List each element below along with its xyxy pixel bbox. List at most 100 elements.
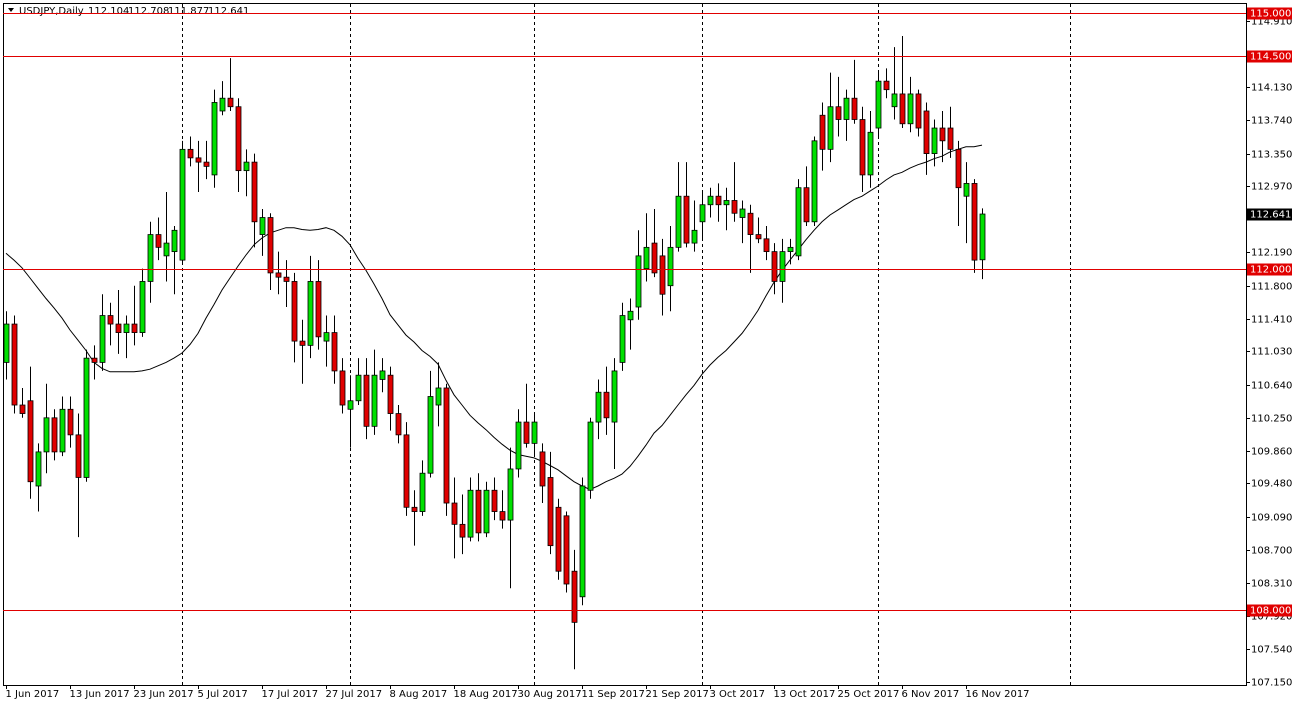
header-value: 112.104 (88, 6, 129, 17)
candle-body (603, 391, 610, 419)
candle-body (947, 127, 954, 150)
candle-body (563, 515, 570, 585)
candle-body (219, 97, 226, 112)
candle-body (531, 421, 538, 444)
x-tick-label: 27 Jul 2017 (326, 689, 383, 700)
x-tick-label: 21 Sep 2017 (646, 689, 709, 700)
candle-body (419, 472, 426, 512)
candle-body (243, 161, 250, 172)
candle-body (451, 502, 458, 525)
candle-body (411, 506, 418, 512)
level-label: 112.000 (1250, 265, 1291, 276)
y-tick-label: 109.480 (1251, 479, 1292, 490)
candle-body (891, 93, 898, 108)
menu-arrow[interactable] (8, 8, 14, 12)
header-value: 111.877 (168, 6, 209, 17)
candle-body (315, 281, 322, 338)
price-label-box (1247, 208, 1292, 221)
candle-body (923, 110, 930, 154)
candle-body (147, 234, 154, 282)
candle-body (595, 391, 602, 423)
y-tick-label: 108.310 (1251, 579, 1292, 590)
candle-body (619, 315, 626, 363)
candle-body (843, 97, 850, 120)
candle-body (435, 387, 442, 406)
candle-body (635, 255, 642, 308)
y-tick-label: 112.970 (1251, 182, 1292, 193)
candle-body (19, 404, 26, 414)
candle-body (459, 523, 466, 538)
x-tick-label: 17 Jul 2017 (262, 689, 319, 700)
candle-body (27, 400, 34, 483)
candle-body (483, 489, 490, 534)
candle-body (587, 421, 594, 491)
candle-body (675, 195, 682, 248)
candle-body (171, 229, 178, 253)
y-tick-label: 108.700 (1251, 546, 1292, 557)
candle-body (371, 374, 378, 427)
candle-body (83, 357, 90, 478)
candle-body (691, 229, 698, 244)
candle-body (779, 251, 786, 282)
candle-body (291, 281, 298, 342)
candle-body (355, 374, 362, 402)
candle-body (43, 417, 50, 453)
candle-body (155, 234, 162, 248)
candle-body (75, 434, 82, 478)
candle-body (179, 148, 186, 261)
candle-body (811, 140, 818, 223)
candle-body (763, 238, 770, 253)
candle-body (747, 212, 754, 235)
candle-body (3, 323, 10, 363)
x-tick-label: 13 Jun 2017 (70, 689, 130, 700)
candle-body (539, 451, 546, 487)
candle-body (867, 131, 874, 176)
candle-body (499, 511, 506, 521)
candle-body (803, 187, 810, 223)
y-tick-label: 107.150 (1251, 678, 1292, 689)
candle-body (379, 370, 386, 380)
candle-body (827, 106, 834, 150)
y-tick-label: 109.090 (1251, 513, 1292, 524)
header-value: 112.641 (208, 6, 249, 17)
x-tick-label: 8 Aug 2017 (390, 689, 448, 700)
y-tick-label: 114.130 (1251, 83, 1292, 94)
candle-body (571, 570, 578, 623)
candle-body (51, 417, 58, 453)
candle-body (707, 195, 714, 206)
y-tick-label: 112.190 (1251, 248, 1292, 259)
x-tick-label: 11 Sep 2017 (582, 689, 645, 700)
candle-body (67, 408, 74, 436)
candle-body (187, 148, 194, 159)
candle-body (395, 413, 402, 436)
candle-body (347, 400, 354, 410)
candle-body (307, 281, 314, 346)
x-tick-label: 18 Aug 2017 (454, 689, 518, 700)
x-tick-label: 3 Oct 2017 (710, 689, 765, 700)
level-label: 108.000 (1250, 606, 1291, 617)
candle-body (139, 281, 146, 333)
level-label-box (1247, 50, 1292, 63)
candle-body (731, 200, 738, 214)
candle-body (931, 127, 938, 154)
candle-body (835, 106, 842, 120)
x-tick-label: 30 Aug 2017 (518, 689, 582, 700)
candle-body (507, 468, 514, 521)
candle-body (299, 340, 306, 346)
candle-body (859, 119, 866, 176)
candle-body (627, 310, 634, 321)
candle-body (11, 323, 18, 406)
candle-body (323, 332, 330, 342)
candle-body (955, 148, 962, 189)
candle-body (283, 276, 290, 282)
candle-body (259, 217, 266, 235)
candle-body (275, 272, 282, 278)
candle-body (795, 187, 802, 257)
y-tick-label: 113.350 (1251, 150, 1292, 161)
candle-body (107, 315, 114, 325)
x-tick-label: 6 Nov 2017 (902, 689, 960, 700)
candle-body (579, 485, 586, 598)
candle-body (907, 93, 914, 125)
candle-body (643, 246, 650, 270)
